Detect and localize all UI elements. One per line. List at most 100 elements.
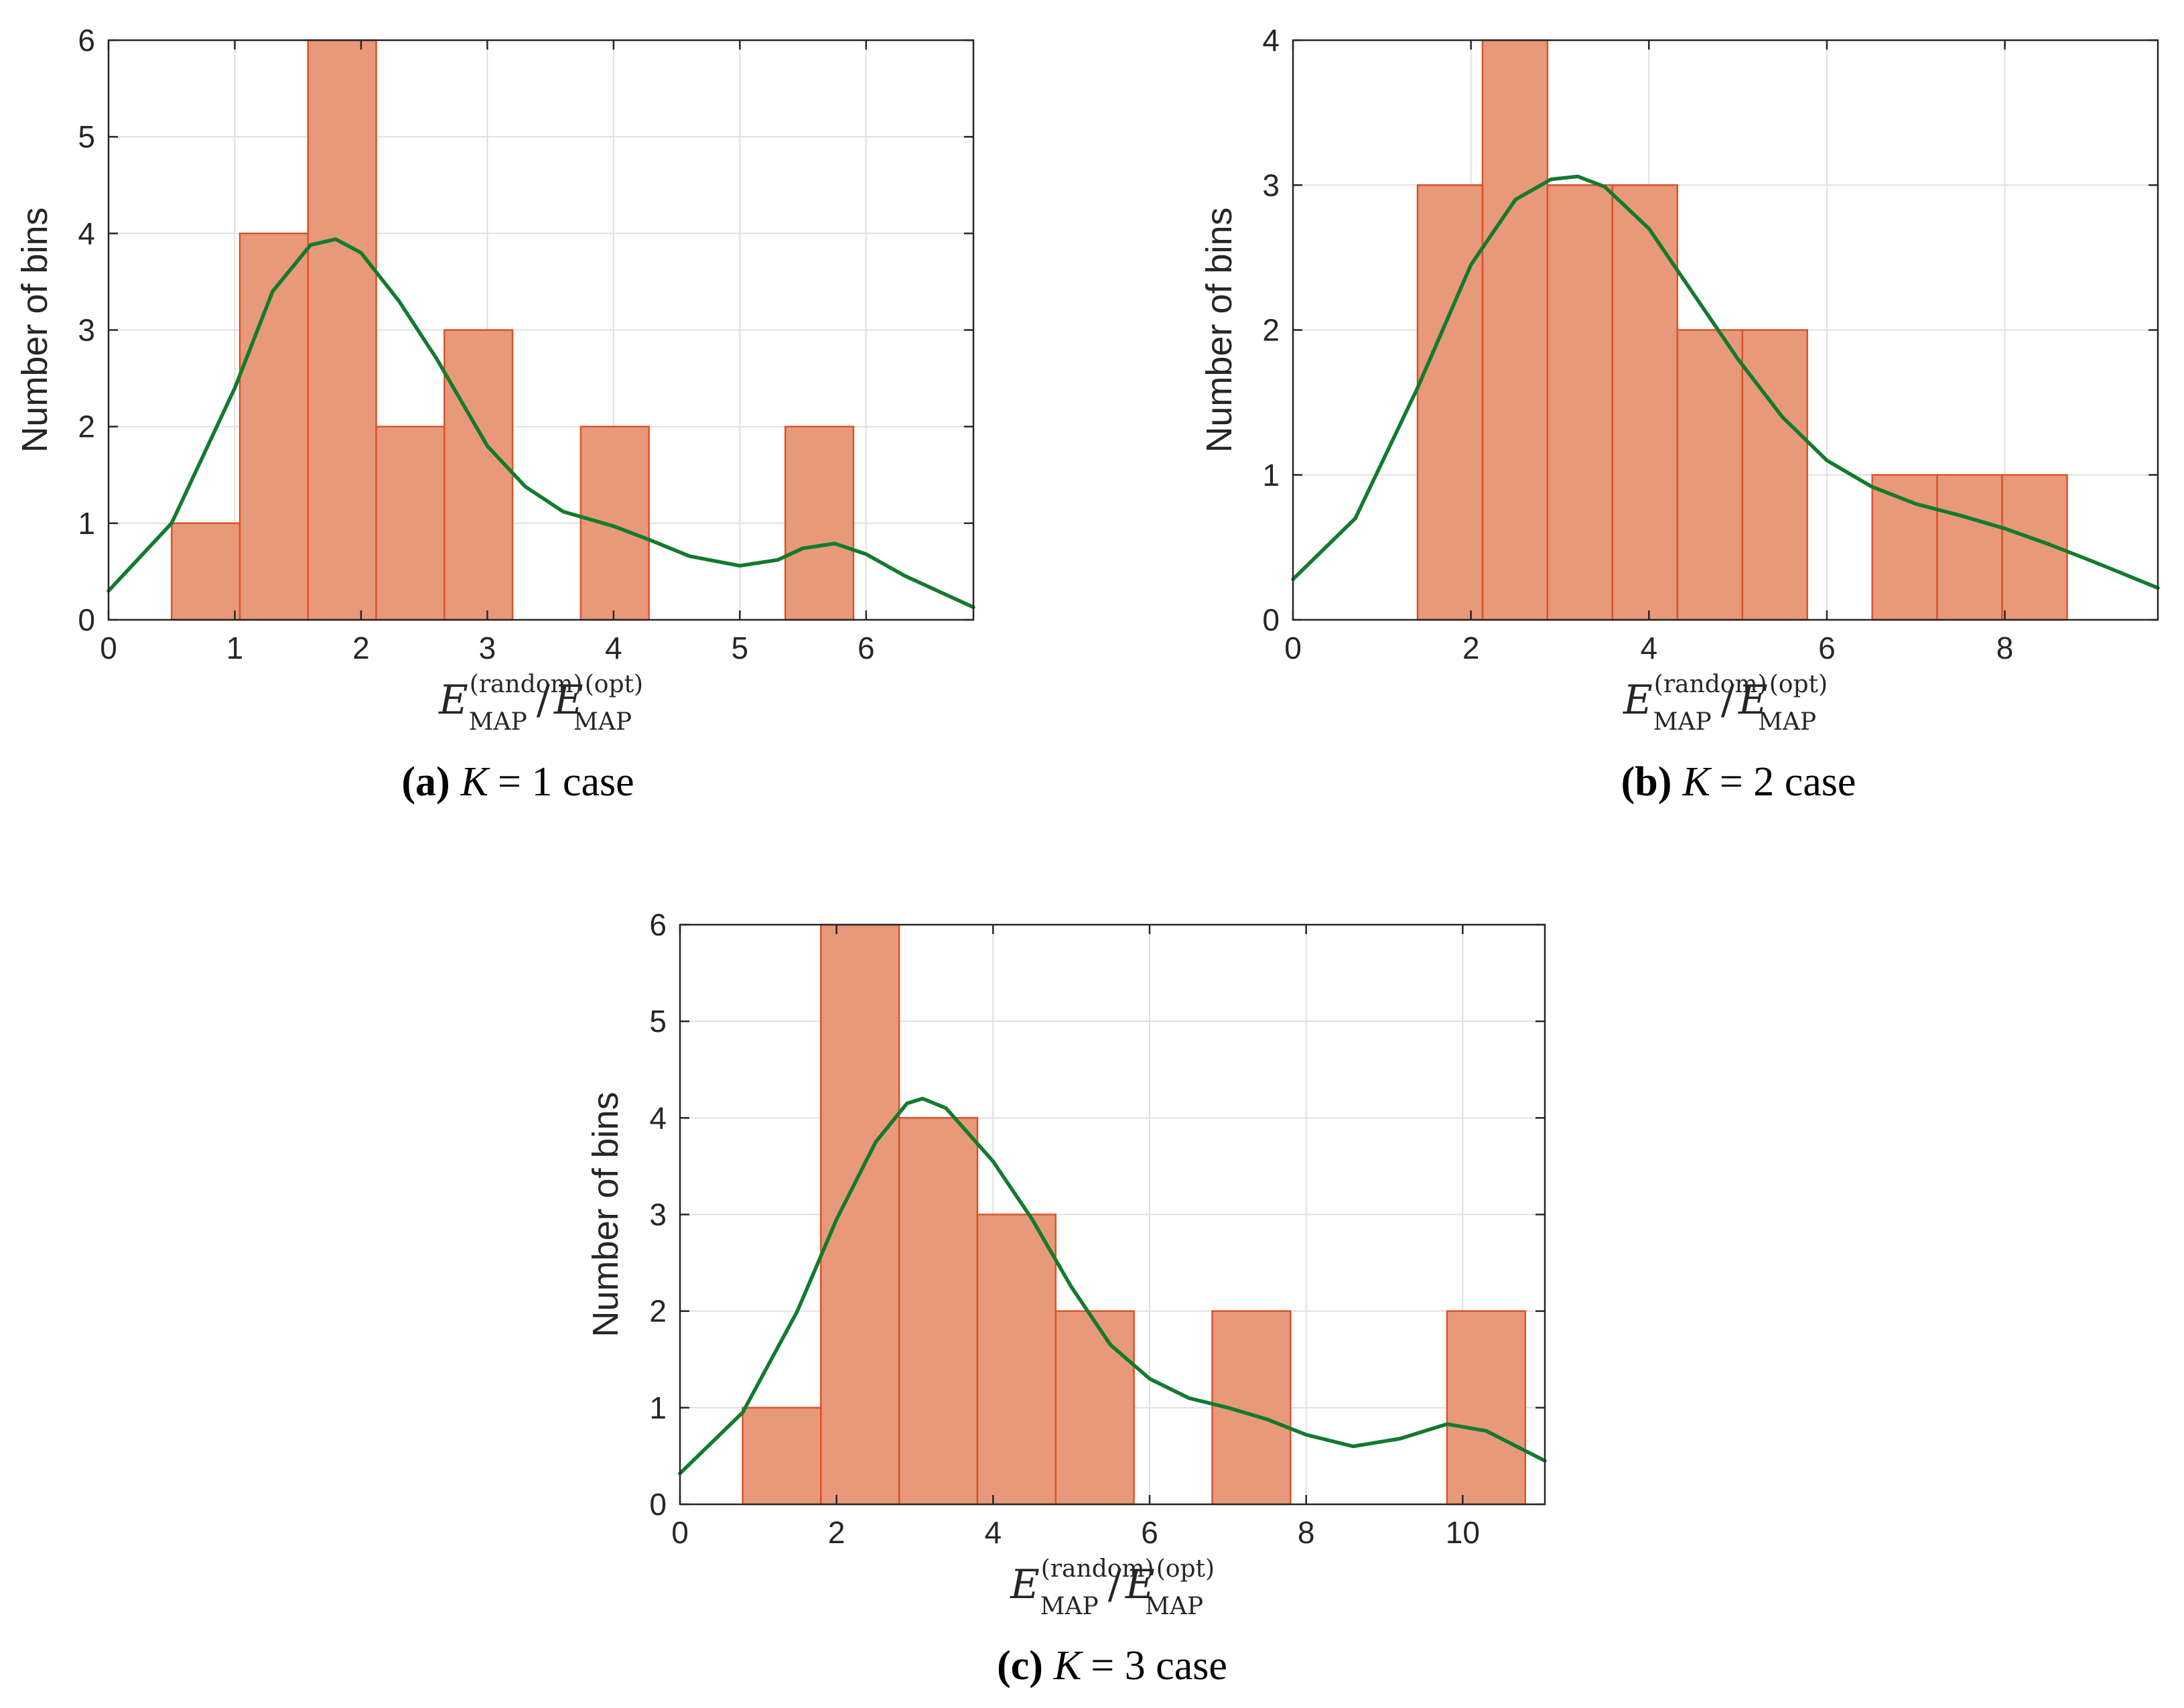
x-axis-label: E(random) MAP / E(opt) MAP — [438, 671, 643, 736]
histogram-bar — [238, 233, 310, 621]
x-axis-label-part: (random) — [1654, 671, 1767, 698]
caption-variable: K — [460, 759, 491, 805]
x-tick-label: 4 — [1640, 631, 1657, 665]
x-tick-label: 10 — [1446, 1515, 1480, 1550]
y-axis-label: Number of bins — [586, 1092, 626, 1337]
x-axis-label-part: E — [1623, 677, 1653, 724]
caption-label: (c) — [997, 1643, 1043, 1689]
x-axis-label-part: E — [1738, 677, 1768, 724]
x-axis-label-part: E — [553, 677, 584, 724]
x-tick-label: 1 — [226, 631, 244, 665]
y-tick-label: 3 — [78, 313, 95, 348]
histogram-bar — [976, 1213, 1057, 1506]
x-tick-label: 0 — [100, 631, 117, 665]
x-axis-label-part: E — [1010, 1561, 1040, 1608]
x-tick-label: 4 — [985, 1515, 1002, 1550]
y-tick-label: 4 — [1262, 23, 1280, 58]
density-curve — [107, 237, 975, 610]
density-curve — [678, 1096, 1547, 1475]
caption-text: = 2 case — [1720, 759, 1856, 805]
x-axis-label-part: / — [1108, 1561, 1122, 1608]
histogram-bar — [443, 329, 514, 621]
histogram-bar — [1871, 474, 1938, 621]
x-axis-label-part: E — [438, 677, 468, 724]
x-axis-label-part: / — [537, 677, 551, 724]
y-tick-label: 3 — [1262, 168, 1280, 202]
y-tick-label: 0 — [78, 602, 95, 637]
x-axis-label-part: MAP — [1040, 1593, 1099, 1620]
panel-c-histogram: 0 2 4 6 8 10 0 1 2 3 4 5 6 Number of bins E(random) MAP… — [586, 907, 1547, 1689]
x-axis-label-part: / — [1721, 677, 1735, 724]
histogram-bar — [784, 425, 855, 621]
x-tick-label: 2 — [828, 1515, 845, 1550]
panel-caption: (b) K = 2 case — [1621, 759, 1856, 805]
y-tick-label: 6 — [78, 23, 95, 58]
x-tick-label: 8 — [1996, 631, 2014, 665]
y-tick-label: 1 — [649, 1390, 667, 1425]
x-axis-label-part: MAP — [573, 708, 632, 736]
histogram-bar — [1481, 39, 1549, 621]
histogram-bar — [1936, 474, 2003, 621]
x-axis-label: E(random) MAP / E(opt) MAP — [1010, 1555, 1215, 1620]
y-tick-label: 2 — [1262, 313, 1280, 348]
y-tick-label: 3 — [649, 1197, 667, 1232]
y-tick-label: 6 — [649, 907, 667, 942]
histogram-bar — [742, 1406, 822, 1506]
x-tick-label: 0 — [671, 1515, 689, 1550]
x-tick-label: 6 — [1141, 1515, 1158, 1550]
y-axis-label: Number of bins — [1199, 207, 1239, 452]
x-tick-label: 6 — [858, 631, 875, 665]
x-tick-label: 6 — [1818, 631, 1836, 665]
histogram-bar — [579, 425, 650, 621]
y-tick-label: 1 — [78, 506, 95, 541]
x-tick-label: 2 — [1462, 631, 1480, 665]
x-axis-label-part: MAP — [1758, 708, 1816, 736]
caption-variable: K — [1682, 759, 1712, 805]
density-curve — [1291, 174, 2160, 590]
histogram-bar — [375, 425, 446, 621]
y-tick-label: 4 — [649, 1100, 667, 1135]
x-tick-label: 2 — [352, 631, 370, 665]
caption-label: (b) — [1621, 759, 1672, 805]
x-tick-label: 3 — [479, 631, 496, 665]
caption-label: (a) — [401, 759, 450, 805]
histogram-bar — [898, 1117, 979, 1506]
histogram-bar — [1416, 184, 1484, 621]
panel-caption: (a) K = 1 case — [401, 759, 634, 805]
y-tick-label: 2 — [78, 409, 95, 444]
x-tick-label: 5 — [732, 631, 749, 665]
histogram-bar — [1611, 184, 1679, 621]
y-tick-label: 5 — [78, 119, 95, 154]
x-axis-label-part: (random) — [470, 671, 583, 698]
x-axis-label-part: MAP — [1653, 708, 1712, 736]
y-tick-label: 1 — [1262, 458, 1280, 492]
histogram-bar — [170, 522, 241, 621]
x-axis-label-part: (opt) — [585, 671, 643, 698]
caption-text: = 1 case — [498, 759, 634, 805]
y-tick-label: 2 — [649, 1294, 667, 1329]
x-axis-label-part: MAP — [1145, 1593, 1203, 1620]
histogram-bar — [307, 39, 377, 621]
panel-caption: (c) K = 3 case — [997, 1643, 1227, 1689]
histogram-bar — [1446, 1310, 1527, 1506]
x-axis-label-part: MAP — [469, 708, 527, 736]
histogram-bar — [1546, 184, 1614, 621]
x-axis-label: E(random) MAP / E(opt) MAP — [1623, 671, 1828, 736]
caption-variable: K — [1053, 1643, 1084, 1689]
y-tick-label: 5 — [649, 1004, 667, 1039]
y-axis-label: Number of bins — [15, 207, 55, 452]
x-axis-label-part: (opt) — [1156, 1555, 1215, 1583]
x-axis-label-part: (opt) — [1769, 671, 1828, 698]
panel-a-histogram: 0 1 2 3 4 5 6 0 1 2 3 4 5 6 Number of bins E(random) MAP… — [15, 23, 975, 805]
x-tick-label: 4 — [605, 631, 622, 665]
x-tick-label: 0 — [1284, 631, 1302, 665]
caption-text: = 3 case — [1091, 1643, 1227, 1689]
y-tick-label: 0 — [1262, 602, 1280, 637]
x-axis-label-part: E — [1125, 1561, 1155, 1608]
histogram-bar — [820, 923, 900, 1506]
y-tick-label: 4 — [78, 216, 95, 251]
x-axis-label-part: (random) — [1041, 1555, 1154, 1583]
histogram-bar — [1741, 329, 1808, 621]
y-tick-label: 0 — [649, 1487, 667, 1522]
